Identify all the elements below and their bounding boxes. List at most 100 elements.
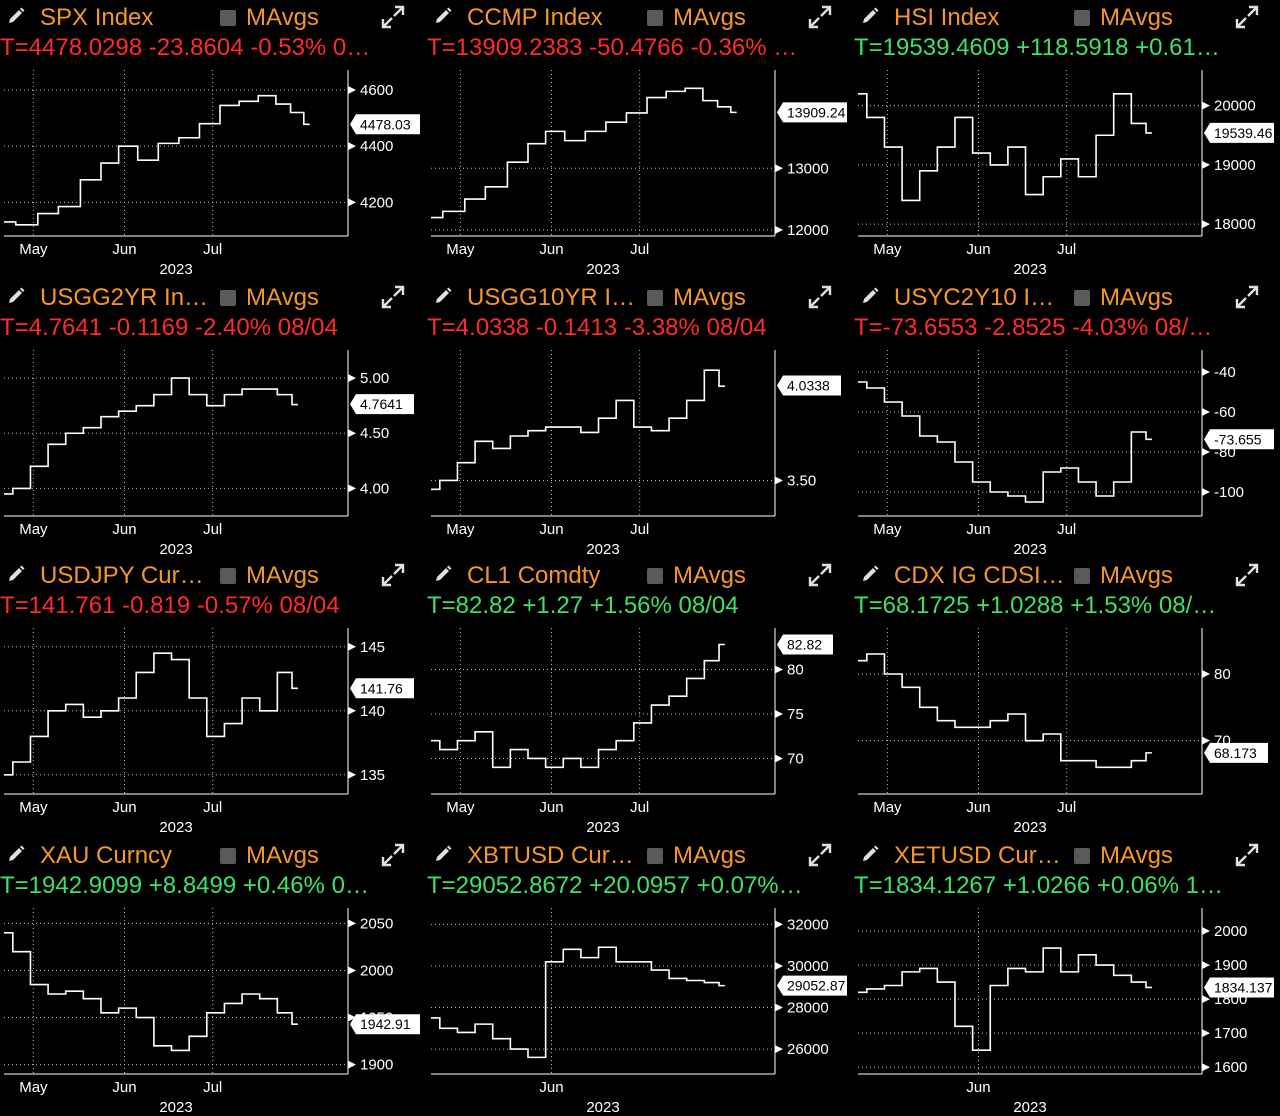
chart-title[interactable]: CCMP Index — [467, 4, 603, 31]
x-tick-label: Jun — [112, 521, 136, 538]
chart-title[interactable]: USYC2Y10 I… — [894, 284, 1055, 311]
expand-icon[interactable] — [380, 4, 406, 30]
chart-title[interactable]: CL1 Comdty — [467, 562, 601, 589]
expand-icon[interactable] — [1234, 4, 1260, 30]
checkbox-icon[interactable] — [220, 568, 236, 584]
x-tick-label: Jul — [203, 799, 222, 816]
y-tick-label: 4400 — [360, 138, 393, 155]
expand-icon[interactable] — [1234, 284, 1260, 310]
y-tick-mark — [775, 476, 783, 485]
pencil-icon[interactable] — [6, 6, 26, 26]
pencil-icon[interactable] — [6, 844, 26, 864]
y-tick-label: -100 — [1214, 484, 1244, 501]
expand-icon[interactable] — [807, 562, 833, 588]
expand-icon[interactable] — [380, 842, 406, 868]
pencil-icon[interactable] — [860, 844, 880, 864]
x-tick-label: Jun — [112, 1079, 136, 1096]
pencil-icon[interactable] — [433, 286, 453, 306]
x-tick-label: May — [446, 521, 475, 538]
checkbox-icon[interactable] — [647, 10, 663, 26]
pencil-icon[interactable] — [433, 844, 453, 864]
mavgs-label[interactable]: MAvgs — [673, 842, 746, 869]
last-value-box — [1204, 977, 1274, 998]
mavgs-label[interactable]: MAvgs — [673, 284, 746, 311]
year-label: 2023 — [1013, 261, 1046, 276]
chart-title[interactable]: SPX Index — [40, 4, 154, 31]
y-tick-label: 1900 — [1214, 957, 1247, 974]
mavgs-label[interactable]: MAvgs — [246, 4, 319, 31]
checkbox-icon[interactable] — [647, 568, 663, 584]
price-series — [431, 369, 725, 491]
checkbox-icon[interactable] — [1074, 10, 1090, 26]
x-tick-label: Jul — [630, 241, 649, 258]
y-tick-mark — [1202, 1029, 1210, 1038]
y-tick-mark — [775, 164, 783, 173]
expand-icon[interactable] — [380, 562, 406, 588]
chart-title[interactable]: USDJPY Cur… — [40, 562, 204, 589]
mavgs-label[interactable]: MAvgs — [1100, 4, 1173, 31]
chart-title[interactable]: HSI Index — [894, 4, 1000, 31]
chart-panel: USYC2Y10 I… MAvgs T=-73.6553 -2.8525 -4.03… — [854, 280, 1274, 556]
y-tick-mark — [775, 1003, 783, 1012]
x-tick-label: Jun — [539, 521, 563, 538]
pencil-icon[interactable] — [860, 6, 880, 26]
chart-title[interactable]: XAU Curncy — [40, 842, 173, 869]
x-tick-label: Jun — [966, 521, 990, 538]
y-tick-mark — [1202, 408, 1210, 416]
pencil-icon[interactable] — [860, 286, 880, 306]
checkbox-icon[interactable] — [647, 290, 663, 306]
mavgs-label[interactable]: MAvgs — [1100, 562, 1173, 589]
last-value-box — [350, 114, 420, 135]
chart-title[interactable]: XETUSD Cur… — [894, 842, 1061, 869]
chart-title[interactable]: XBTUSD Cur… — [467, 842, 634, 869]
y-tick-label: 135 — [360, 767, 385, 784]
y-tick-label: 3.50 — [787, 472, 816, 489]
checkbox-icon[interactable] — [647, 848, 663, 864]
y-tick-mark — [348, 919, 356, 928]
pencil-icon[interactable] — [6, 564, 26, 584]
y-tick-mark — [1202, 220, 1210, 229]
checkbox-icon[interactable] — [1074, 848, 1090, 864]
x-tick-label: Jun — [966, 799, 990, 816]
year-label: 2023 — [159, 819, 192, 834]
expand-icon[interactable] — [807, 284, 833, 310]
chart-title[interactable]: CDX IG CDSI… — [894, 562, 1065, 589]
pencil-icon[interactable] — [433, 6, 453, 26]
mavgs-label[interactable]: MAvgs — [246, 562, 319, 589]
mavgs-label[interactable]: MAvgs — [1100, 842, 1173, 869]
y-tick-label: 80 — [1214, 666, 1231, 683]
pencil-icon[interactable] — [433, 564, 453, 584]
year-label: 2023 — [159, 1099, 192, 1114]
checkbox-icon[interactable] — [1074, 568, 1090, 584]
mavgs-label[interactable]: MAvgs — [673, 4, 746, 31]
y-tick-mark — [775, 754, 783, 763]
expand-icon[interactable] — [1234, 562, 1260, 588]
y-tick-mark — [1202, 670, 1210, 678]
chart-title[interactable]: USGG2YR In… — [40, 284, 209, 311]
chart-panel: CDX IG CDSI… MAvgs T=68.1725 +1.0288 +1.53… — [854, 558, 1274, 834]
checkbox-icon[interactable] — [220, 290, 236, 306]
chart-panel: USDJPY Cur… MAvgs T=141.761 -0.819 -0.57% … — [0, 558, 420, 834]
y-tick-label: 30000 — [787, 958, 829, 975]
checkbox-icon[interactable] — [1074, 290, 1090, 306]
mavgs-label[interactable]: MAvgs — [246, 842, 319, 869]
mavgs-label[interactable]: MAvgs — [673, 562, 746, 589]
year-label: 2023 — [586, 819, 619, 834]
chart-title[interactable]: USGG10YR I… — [467, 284, 636, 311]
mavgs-label[interactable]: MAvgs — [246, 284, 319, 311]
checkbox-icon[interactable] — [220, 848, 236, 864]
expand-icon[interactable] — [1234, 842, 1260, 868]
expand-icon[interactable] — [807, 4, 833, 30]
mavgs-label[interactable]: MAvgs — [1100, 284, 1173, 311]
checkbox-icon[interactable] — [220, 10, 236, 26]
pencil-icon[interactable] — [860, 564, 880, 584]
chart-panel: XBTUSD Cur… MAvgs T=29052.8672 +20.0957 +0… — [427, 838, 847, 1114]
pencil-icon[interactable] — [6, 286, 26, 306]
y-tick-mark — [1202, 927, 1210, 936]
y-tick-label: 75 — [787, 706, 804, 723]
expand-icon[interactable] — [807, 842, 833, 868]
price-series — [858, 381, 1152, 503]
expand-icon[interactable] — [380, 284, 406, 310]
